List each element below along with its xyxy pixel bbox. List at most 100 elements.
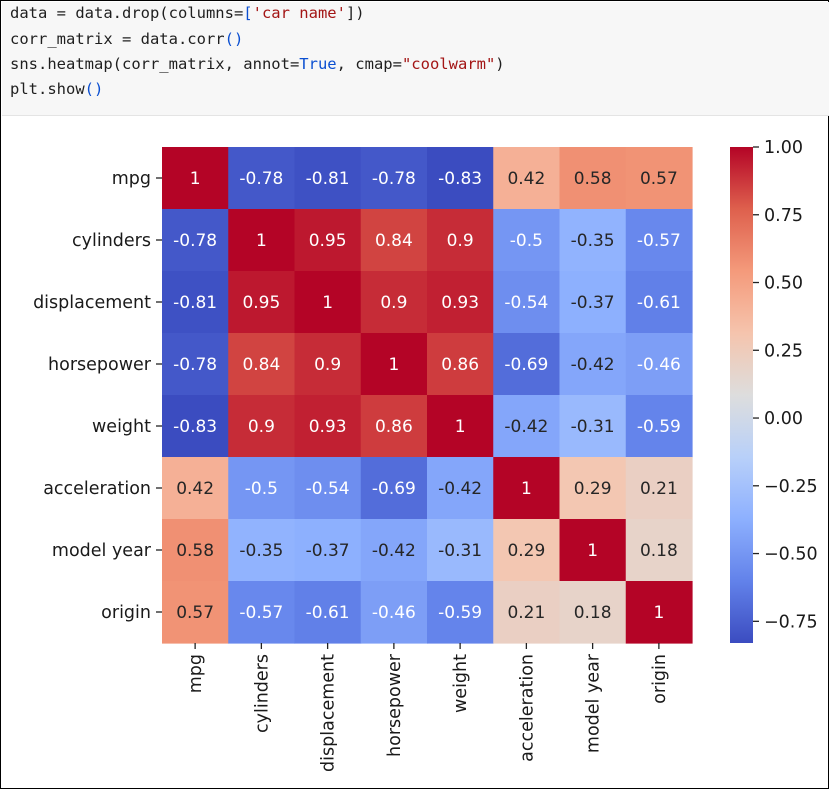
heatmap-cell	[625, 209, 693, 272]
heatmap-cell	[427, 395, 494, 458]
code-token: )	[495, 55, 505, 73]
heatmap-cell	[427, 333, 494, 396]
heatmap-annotation: 0.95	[242, 293, 280, 313]
heatmap-annotation: 1	[190, 169, 201, 189]
heatmap-cell	[228, 457, 296, 520]
heatmap-annotation: 0.86	[441, 355, 479, 375]
y-tick-label: acceleration	[43, 479, 151, 499]
heatmap-annotation: 0.42	[507, 169, 545, 189]
heatmap-annotation: 1	[256, 231, 267, 251]
heatmap-annotation: -0.78	[173, 355, 217, 375]
heatmap-annotation: 1	[388, 355, 399, 375]
heatmap-annotation: -0.54	[504, 293, 548, 313]
heatmap-annotation: -0.5	[245, 479, 278, 499]
heatmap-cell	[427, 581, 494, 644]
heatmap-cell	[493, 395, 561, 458]
heatmap-annotation: 0.93	[309, 417, 347, 437]
heatmap-cell	[493, 147, 561, 210]
y-tick-label: cylinders	[72, 231, 151, 251]
heatmap-annotation: -0.37	[306, 541, 350, 561]
x-tick-label: mpg	[186, 654, 206, 693]
colorbar-tick-label: 0.75	[764, 206, 803, 226]
heatmap-annotation: -0.46	[637, 355, 681, 375]
heatmap-annotation: -0.31	[571, 417, 615, 437]
heatmap-cell	[228, 333, 296, 396]
x-tick-label: horsepower	[385, 653, 405, 757]
heatmap-cell	[162, 147, 229, 210]
heatmap-cell	[294, 395, 362, 458]
heatmap-annotation: -0.42	[438, 479, 482, 499]
heatmap-annotation: -0.59	[637, 417, 681, 437]
heatmap-annotation: -0.61	[637, 293, 681, 313]
heatmap-cell	[427, 519, 494, 582]
heatmap-cell	[559, 519, 627, 582]
y-tick-label: displacement	[33, 293, 151, 313]
heatmap-annotation: 0.58	[176, 541, 214, 561]
heatmap-annotation: -0.57	[637, 231, 681, 251]
code-token: [	[243, 4, 253, 22]
heatmap-annotation: -0.42	[504, 417, 548, 437]
heatmap-cell	[625, 457, 693, 520]
heatmap-cell	[162, 581, 229, 644]
heatmap-annotation: -0.31	[438, 541, 482, 561]
heatmap-annotation: -0.81	[173, 293, 217, 313]
heatmap-cell	[493, 519, 561, 582]
heatmap-cell	[162, 395, 229, 458]
heatmap-annotation: -0.42	[571, 355, 615, 375]
heatmap-annotation: -0.69	[372, 479, 416, 499]
colorbar-tick-label: −0.75	[764, 612, 818, 632]
heatmap-cell	[559, 581, 627, 644]
code-line: sns.heatmap(corr_matrix, annot=True, cma…	[10, 55, 505, 73]
code-cell[interactable]: data = data.drop(columns=['car name']) c…	[2, 2, 829, 116]
heatmap-cell	[625, 395, 693, 458]
heatmap-cell	[493, 271, 561, 334]
y-tick-label: origin	[101, 603, 151, 623]
heatmap-cell	[559, 395, 627, 458]
heatmap-annotation: 0.9	[380, 293, 407, 313]
heatmap-cell	[493, 333, 561, 396]
heatmap-annotation: 0.84	[242, 355, 280, 375]
heatmap-cell	[427, 457, 494, 520]
heatmap-cell	[625, 147, 693, 210]
heatmap-annotation: 0.95	[309, 231, 347, 251]
colorbar-tick-label: −0.50	[764, 545, 818, 565]
code-token: ])	[345, 4, 365, 22]
code-token: ()	[84, 80, 104, 98]
heatmap-annotation: -0.42	[372, 541, 416, 561]
heatmap-cell	[360, 519, 428, 582]
heatmap-cell	[427, 271, 494, 334]
heatmap-cell	[360, 333, 428, 396]
heatmap-cell	[360, 581, 428, 644]
heatmap-annotation: -0.81	[306, 169, 350, 189]
heatmap-cell	[228, 209, 296, 272]
colorbar	[730, 147, 753, 643]
heatmap-cell	[228, 519, 296, 582]
heatmap-annotation: -0.78	[173, 231, 217, 251]
heatmap-annotation: -0.54	[306, 479, 350, 499]
heatmap-cell	[427, 147, 494, 210]
heatmap-cell	[294, 519, 362, 582]
heatmap-annotation: -0.83	[438, 169, 482, 189]
heatmap-cell	[427, 209, 494, 272]
heatmap-cell	[162, 457, 229, 520]
heatmap-cell	[294, 333, 362, 396]
heatmap-annotation: 0.57	[176, 603, 214, 623]
code-token: corr_matrix = data.corr	[10, 30, 225, 48]
heatmap-annotation: 0.18	[574, 603, 612, 623]
heatmap-cell	[162, 271, 229, 334]
heatmap-annotation: 0.9	[248, 417, 275, 437]
heatmap-cell	[228, 395, 296, 458]
heatmap-cell	[625, 271, 693, 334]
heatmap-cell	[162, 209, 229, 272]
code-token: "coolwarm"	[401, 55, 496, 73]
code-token: True	[299, 55, 337, 73]
x-tick-label: weight	[451, 654, 471, 713]
heatmap-cell	[493, 581, 561, 644]
y-tick-label: weight	[92, 417, 151, 437]
code-token: 'car name'	[252, 4, 346, 22]
heatmap-cell	[294, 581, 362, 644]
heatmap-cell	[294, 271, 362, 334]
code-token: , cmap=	[336, 55, 402, 73]
heatmap-cell	[360, 395, 428, 458]
